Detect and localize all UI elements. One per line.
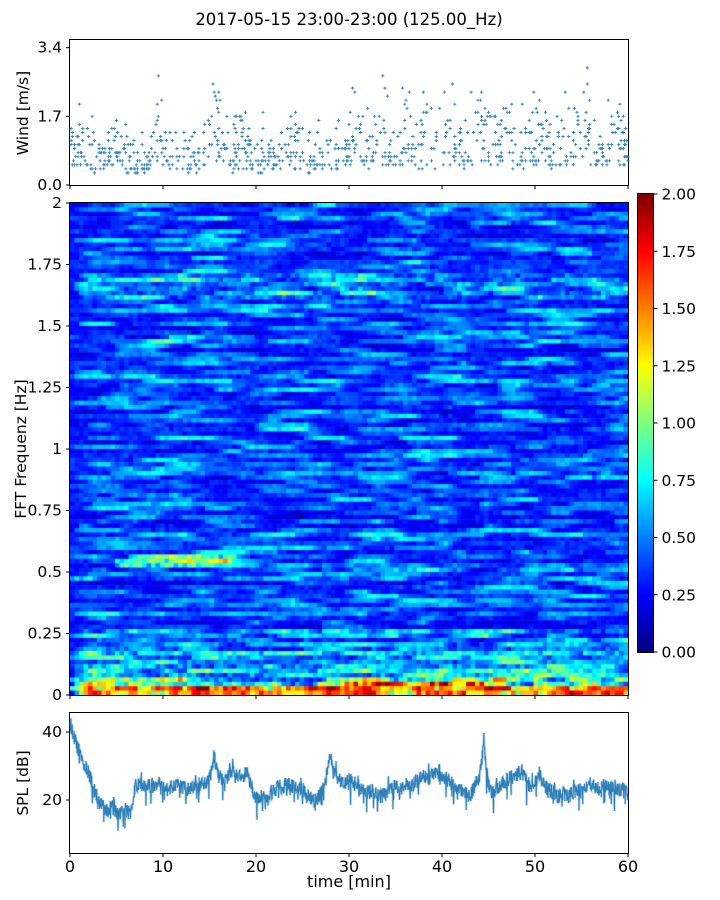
spl-y-tick-label: 20 <box>42 791 62 809</box>
colorbar-gradient <box>638 194 653 652</box>
colorbar-tick-label: 1.75 <box>662 243 697 261</box>
fft-y-tick-label: 1 <box>52 440 62 458</box>
fft-y-axis-label: FFT Frequenz [Hz] <box>12 379 30 519</box>
colorbar-tick-label: 2.00 <box>662 186 697 204</box>
fft-y-tick-label: 0 <box>52 686 62 704</box>
fft-y-tick-label: 0.75 <box>27 502 62 520</box>
fft-y-tick-label: 1.5 <box>37 317 62 335</box>
fft-y-tick-label: 1.75 <box>27 256 62 274</box>
spl-line <box>69 718 629 831</box>
wind-y-axis-label: Wind [m/s] <box>14 70 32 156</box>
x-axis-label: time [min] <box>307 872 391 891</box>
colorbar-tick-label: 1.50 <box>662 300 697 318</box>
fft-y-tick-label: 1.25 <box>27 379 62 397</box>
figure-title: 2017-05-15 23:00-23:00 (125.00_Hz) <box>195 10 503 29</box>
wind-y-tick-label: 3.4 <box>37 39 62 57</box>
colorbar-tick-label: 0.75 <box>662 472 697 490</box>
colorbar-tick-label: 0.25 <box>662 586 697 604</box>
wind-y-tick-label: 1.7 <box>37 107 62 125</box>
colorbar-tick-label: 0.00 <box>662 644 697 662</box>
colorbar-tick-label: 1.25 <box>662 357 697 375</box>
fft-y-tick-label: 0.25 <box>27 625 62 643</box>
wind-panel-spine <box>69 39 629 186</box>
wind-y-tick-label: 0.0 <box>37 176 62 194</box>
spl-y-tick-label: 40 <box>42 723 62 741</box>
fft-y-tick-label: 0.5 <box>37 563 62 581</box>
spl-panel-spine <box>69 712 629 854</box>
wind-scatter-points <box>69 66 630 175</box>
spl-y-axis-label: SPL [dB] <box>14 750 32 816</box>
spectrogram-canvas <box>70 203 628 695</box>
fft-y-tick-label: 2 <box>52 194 62 212</box>
colorbar-tick-label: 1.00 <box>662 415 697 433</box>
spl-line-envelope <box>68 718 630 831</box>
colorbar-tick-label: 0.50 <box>662 529 697 547</box>
